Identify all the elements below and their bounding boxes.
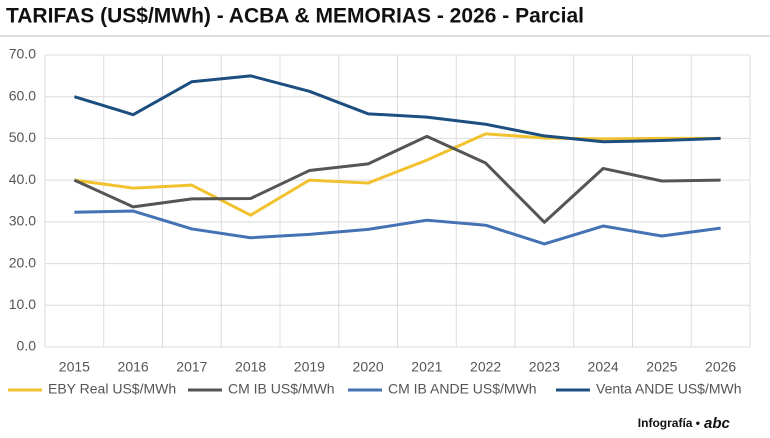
y-tick-label: 20.0 (9, 254, 36, 270)
x-tick-label: 2023 (529, 359, 560, 375)
x-tick-label: 2018 (235, 359, 266, 375)
y-tick-label: 70.0 (9, 46, 36, 62)
x-tick-label: 2017 (176, 359, 207, 375)
series-line (73, 134, 721, 224)
x-tick-label: 2022 (470, 359, 501, 375)
x-tick-label: 2015 (59, 359, 90, 375)
y-tick-label: 30.0 (9, 213, 36, 229)
x-tick-label: 2026 (705, 359, 736, 375)
legend-label: EBY Real US$/MWh (48, 381, 176, 397)
series-line (73, 74, 721, 144)
x-tick-label: 2019 (294, 359, 325, 375)
footer-logo: abc (704, 415, 731, 432)
legend-label: CM IB US$/MWh (228, 381, 335, 397)
y-tick-label: 60.0 (9, 87, 36, 103)
series-line (74, 132, 721, 217)
legend-label: CM IB ANDE US$/MWh (388, 381, 537, 397)
legend-label: Venta ANDE US$/MWh (596, 381, 742, 397)
x-tick-label: 2021 (411, 359, 442, 375)
footer-credit: Infografía • (638, 416, 700, 430)
y-tick-label: 50.0 (9, 129, 36, 145)
y-tick-label: 0.0 (17, 338, 37, 354)
y-tick-label: 40.0 (9, 171, 36, 187)
x-tick-label: 2024 (588, 359, 619, 375)
series-line (74, 209, 721, 246)
x-tick-label: 2025 (646, 359, 677, 375)
chart-title: TARIFAS (US$/MWh) - ACBA & MEMORIAS - 20… (6, 5, 584, 28)
y-tick-label: 10.0 (9, 296, 36, 312)
x-tick-label: 2016 (118, 359, 149, 375)
x-tick-label: 2020 (353, 359, 384, 375)
